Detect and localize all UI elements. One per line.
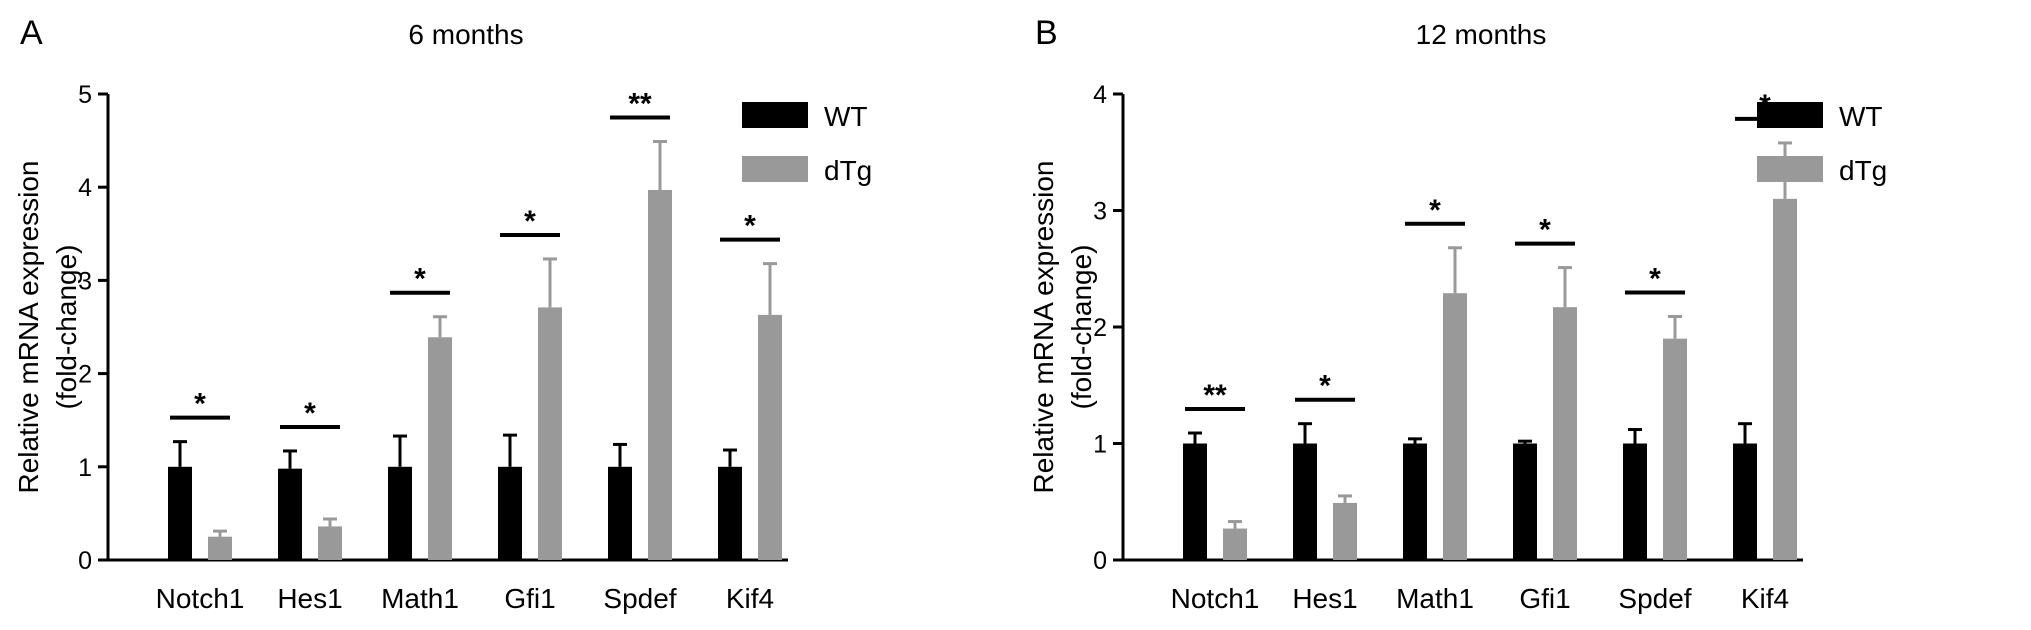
chart-panel-a: A 6 months Relative mRNA expression (fold-c… bbox=[0, 0, 1015, 630]
category-label: Gfi1 bbox=[1519, 583, 1570, 614]
category-label: Kif4 bbox=[1741, 583, 1789, 614]
legend-swatch-dtg bbox=[1757, 156, 1823, 182]
bar-dtg-hes1 bbox=[318, 526, 342, 560]
bar-dtg-notch1 bbox=[1223, 528, 1247, 560]
legend-swatch-wt bbox=[742, 102, 808, 128]
legend-swatch-wt bbox=[1757, 102, 1823, 128]
bar-wt-math1 bbox=[1403, 443, 1427, 560]
significance-marker: * bbox=[1319, 370, 1331, 403]
category-label: Notch1 bbox=[156, 583, 245, 614]
bar-dtg-spdef bbox=[1663, 338, 1687, 560]
bar-dtg-notch1 bbox=[208, 536, 232, 560]
significance-marker: * bbox=[414, 263, 426, 296]
chart-svg-a: A 6 months Relative mRNA expression (fold-c… bbox=[13, 14, 872, 614]
bar-wt-notch1 bbox=[168, 466, 192, 560]
y-tick-label: 3 bbox=[78, 267, 92, 295]
category-label: Math1 bbox=[381, 583, 459, 614]
bar-dtg-kif4 bbox=[758, 314, 782, 560]
y-tick-label: 1 bbox=[1093, 431, 1107, 459]
bar-dtg-spdef bbox=[648, 189, 672, 560]
legend-label-wt: WT bbox=[824, 101, 868, 132]
category-label: Math1 bbox=[1396, 583, 1474, 614]
panel-letter: A bbox=[20, 14, 43, 52]
category-label: Hes1 bbox=[277, 583, 342, 614]
significance-marker: * bbox=[304, 397, 316, 430]
y-tick-label: 0 bbox=[78, 547, 92, 575]
bar-dtg-kif4 bbox=[1773, 198, 1797, 560]
chart-title: 6 months bbox=[408, 19, 523, 50]
category-label: Hes1 bbox=[1292, 583, 1357, 614]
chart-svg-b: B 12 months Relative mRNA expression (fold-… bbox=[1028, 14, 1887, 614]
category-label: Kif4 bbox=[726, 583, 774, 614]
category-label: Gfi1 bbox=[504, 583, 555, 614]
category-label: Spdef bbox=[603, 583, 676, 614]
significance-marker: ** bbox=[628, 88, 652, 121]
bar-dtg-hes1 bbox=[1333, 502, 1357, 560]
y-axis-label: Relative mRNA expression bbox=[13, 160, 44, 493]
y-tick-label: 3 bbox=[1093, 198, 1107, 226]
bar-wt-hes1 bbox=[1293, 443, 1317, 560]
significance-marker: * bbox=[194, 388, 206, 421]
bar-wt-spdef bbox=[608, 466, 632, 560]
significance-marker: * bbox=[524, 205, 536, 238]
bar-wt-notch1 bbox=[1183, 443, 1207, 560]
bar-dtg-gfi1 bbox=[1553, 307, 1577, 560]
significance-marker: * bbox=[744, 210, 756, 243]
legend-label-dtg: dTg bbox=[1839, 155, 1887, 186]
y-tick-label: 2 bbox=[78, 361, 92, 389]
significance-marker: ** bbox=[1203, 379, 1227, 412]
chart-panel-b: B 12 months Relative mRNA expression (fold-… bbox=[1015, 0, 2031, 630]
legend-label-wt: WT bbox=[1839, 101, 1883, 132]
y-axis-label: Relative mRNA expression bbox=[1028, 160, 1059, 493]
y-tick-label: 4 bbox=[1093, 81, 1107, 109]
y-tick-label: 1 bbox=[78, 454, 92, 482]
y-tick-label: 0 bbox=[1093, 547, 1107, 575]
y-axis-label-line2: (fold-change) bbox=[51, 245, 82, 410]
y-tick-label: 4 bbox=[78, 174, 92, 202]
y-tick-label: 2 bbox=[1093, 314, 1107, 342]
bar-wt-math1 bbox=[388, 466, 412, 560]
y-tick-label: 5 bbox=[78, 81, 92, 109]
bar-wt-spdef bbox=[1623, 443, 1647, 560]
bar-wt-kif4 bbox=[718, 466, 742, 560]
bar-dtg-math1 bbox=[1443, 293, 1467, 560]
category-label: Spdef bbox=[1618, 583, 1691, 614]
legend-swatch-dtg bbox=[742, 156, 808, 182]
bar-dtg-gfi1 bbox=[538, 307, 562, 560]
bar-dtg-math1 bbox=[428, 337, 452, 560]
chart-title: 12 months bbox=[1416, 19, 1547, 50]
significance-marker: * bbox=[1649, 263, 1661, 296]
y-axis-label-line2: (fold-change) bbox=[1066, 245, 1097, 410]
bar-wt-gfi1 bbox=[1513, 443, 1537, 560]
category-label: Notch1 bbox=[1171, 583, 1260, 614]
significance-marker: * bbox=[1539, 214, 1551, 247]
bar-wt-kif4 bbox=[1733, 443, 1757, 560]
panel-letter: B bbox=[1035, 14, 1058, 52]
bar-wt-hes1 bbox=[278, 468, 302, 560]
bar-wt-gfi1 bbox=[498, 466, 522, 560]
legend-label-dtg: dTg bbox=[824, 155, 872, 186]
significance-marker: * bbox=[1429, 194, 1441, 227]
